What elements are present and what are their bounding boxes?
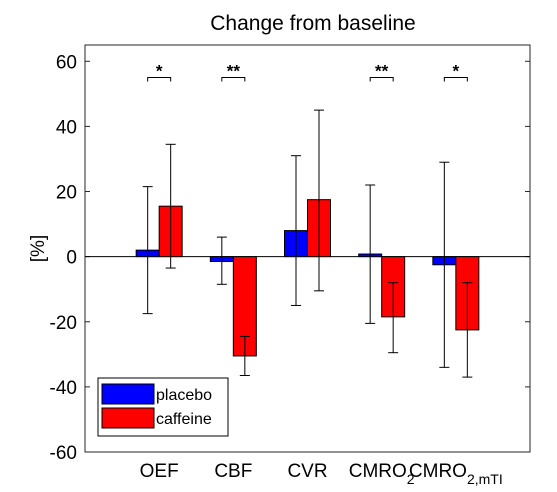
- y-tick-label: 60: [56, 52, 77, 73]
- legend-label-placebo: placebo: [156, 387, 212, 404]
- x-tick-label: OEF: [140, 461, 179, 482]
- legend: placebo caffeine: [97, 377, 229, 437]
- x-tick-label-main: CBF: [214, 461, 252, 482]
- significance-bracket: [443, 77, 468, 82]
- y-tick-label: 20: [56, 183, 77, 204]
- error-bars: [142, 109, 473, 378]
- y-tick-label: 0: [66, 248, 77, 269]
- y-tick-label: -40: [50, 378, 77, 399]
- y-tick-label: -20: [50, 313, 77, 334]
- significance-markers: * ** ** *: [147, 62, 468, 82]
- x-tick-label: CMRO2,mTI: [409, 461, 503, 487]
- x-tick-label-subscript: 2: [407, 471, 415, 487]
- plot-frame: [84, 44, 531, 453]
- x-tick-label: CBF: [214, 461, 252, 482]
- significance-label: *: [453, 62, 460, 81]
- legend-swatch-caffeine: [101, 407, 155, 429]
- legend-swatch-placebo: [101, 383, 155, 405]
- chart-title: Change from baseline: [210, 12, 415, 35]
- x-tick-label: CMRO2: [349, 461, 415, 487]
- significance-label: **: [375, 62, 389, 81]
- significance-label: *: [156, 62, 163, 81]
- x-tick-label-subscript: 2,mTI: [467, 471, 503, 487]
- x-tick-label: CVR: [287, 461, 327, 482]
- y-axis-label: [%]: [28, 235, 49, 262]
- y-tick-label: -60: [50, 443, 77, 464]
- x-tick-label-main: OEF: [140, 461, 179, 482]
- legend-label-caffeine: caffeine: [156, 411, 212, 428]
- significance-bracket: [147, 77, 172, 82]
- x-tick-label-main: CMRO: [349, 461, 407, 482]
- significance-bracket: [369, 77, 394, 82]
- significance-label: **: [227, 62, 241, 81]
- y-tick-label: 40: [56, 117, 77, 138]
- x-tick-label-main: CMRO: [409, 461, 467, 482]
- significance-bracket: [221, 77, 246, 82]
- bars: [135, 199, 480, 357]
- x-tick-label-main: CVR: [287, 461, 327, 482]
